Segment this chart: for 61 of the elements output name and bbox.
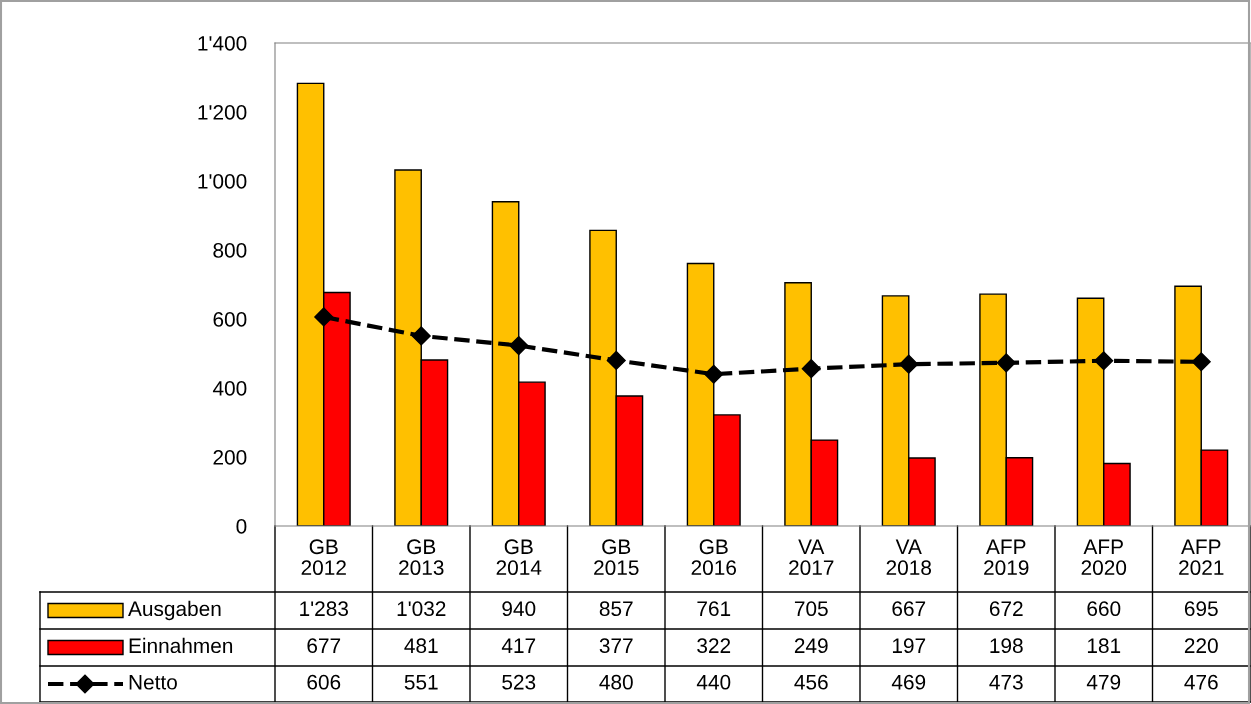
x-tick-label: GB 2015 — [594, 539, 639, 576]
point — [606, 350, 626, 370]
y-tick-label: 0 — [236, 519, 247, 534]
data-label: 761 — [697, 601, 731, 617]
y-tick-label: 600 — [213, 312, 247, 327]
legend-label: Ausgaben — [128, 600, 221, 621]
point — [1094, 351, 1114, 371]
data-label: 322 — [697, 638, 731, 654]
point — [411, 326, 431, 346]
data-label: 480 — [599, 674, 633, 690]
x-tick-label: GB 2014 — [496, 539, 542, 576]
data-label: 476 — [1184, 674, 1218, 690]
point — [801, 359, 821, 379]
data-label: 940 — [502, 601, 536, 617]
x-tick-label: AFP 2020 — [1081, 539, 1127, 576]
data-label: 456 — [794, 674, 828, 690]
data-label: 181 — [1087, 638, 1121, 654]
y-tick-label: 800 — [213, 243, 247, 258]
data-label: 198 — [990, 638, 1023, 654]
data-label: 857 — [599, 601, 633, 617]
x-tick-label: GB 2013 — [399, 539, 444, 576]
data-label: 249 — [794, 638, 828, 654]
data-label: 479 — [1086, 674, 1121, 690]
x-tick-label: GB 2012 — [301, 539, 346, 576]
x-tick-label: GB 2016 — [691, 539, 737, 576]
y-tick-label: 1'200 — [198, 105, 247, 120]
y-tick-label: 400 — [212, 381, 247, 396]
legend-label: Einnahmen — [129, 637, 233, 654]
data-label: 377 — [599, 638, 633, 654]
point — [996, 353, 1016, 373]
x-tick-label: AFP 2019 — [984, 539, 1029, 576]
data-label: 440 — [696, 674, 731, 690]
data-label: 220 — [1184, 638, 1218, 654]
legend-label: Netto — [129, 675, 177, 690]
data-label: 667 — [892, 601, 926, 617]
data-label: 705 — [794, 601, 828, 617]
data-label: 481 — [404, 638, 438, 654]
data-label: 473 — [989, 674, 1023, 690]
data-label: 677 — [307, 638, 341, 654]
data-label: 551 — [404, 675, 438, 690]
y-tick-label: 200 — [213, 450, 247, 465]
point — [899, 354, 919, 374]
data-label: 606 — [307, 674, 341, 690]
data-label: 672 — [989, 601, 1023, 617]
y-tick-label: 1'000 — [198, 174, 247, 189]
x-tick-label: VA 2018 — [886, 539, 932, 576]
y-tick-label: 1'400 — [198, 36, 247, 51]
x-tick-label: AFP 2021 — [1179, 539, 1224, 576]
data-label: 660 — [1087, 601, 1121, 617]
data-label: 695 — [1184, 601, 1218, 617]
point — [509, 336, 529, 356]
point — [1191, 352, 1211, 372]
data-label: 197 — [892, 638, 926, 654]
data-label: 523 — [502, 674, 536, 690]
data-label: 469 — [891, 674, 926, 690]
x-tick-label: VA 2017 — [789, 539, 834, 576]
point — [314, 307, 334, 327]
data-label: 1'032 — [397, 601, 446, 617]
data-label: 1'283 — [300, 601, 348, 617]
data-label: 417 — [501, 638, 536, 653]
point — [704, 364, 724, 384]
